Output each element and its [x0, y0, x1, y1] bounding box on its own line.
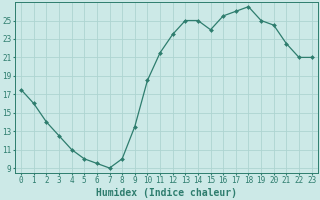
X-axis label: Humidex (Indice chaleur): Humidex (Indice chaleur)	[96, 188, 237, 198]
